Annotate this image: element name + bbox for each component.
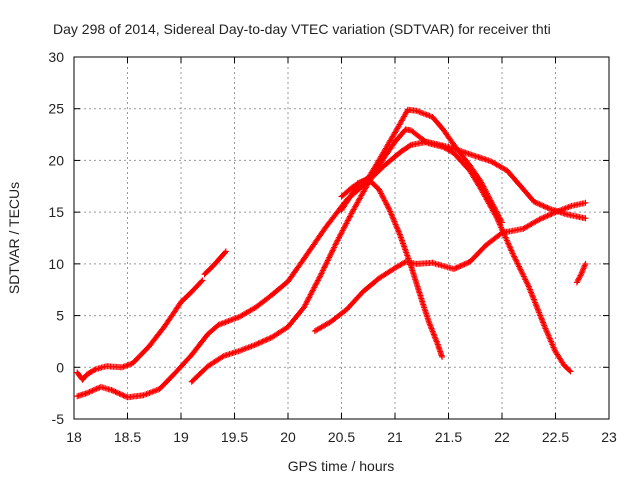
chart-title: Day 298 of 2014, Sidereal Day-to-day VTE…: [53, 21, 551, 37]
data-markers: [74, 106, 589, 401]
y-tick-label-7: 30: [48, 49, 64, 65]
y-axis-title: SDTVAR / TECUs: [6, 182, 22, 294]
y-tick-label-2: 5: [56, 308, 64, 324]
x-tick-label-9: 22.5: [542, 429, 569, 445]
y-tick-label-0: -5: [52, 411, 65, 427]
x-tick-label-4: 20: [280, 429, 296, 445]
x-tick-label-7: 21.5: [435, 429, 462, 445]
x-tick-label-2: 19: [173, 429, 189, 445]
series-track-h: [573, 260, 589, 286]
x-axis-title: GPS time / hours: [288, 458, 395, 474]
series-track-d: [188, 126, 574, 385]
x-tick-label-5: 20.5: [328, 429, 355, 445]
series-track-f: [311, 199, 589, 335]
x-tick-label-1: 18.5: [114, 429, 141, 445]
x-tick-label-3: 19.5: [221, 429, 248, 445]
y-tick-label-1: 0: [56, 359, 64, 375]
series-track-b: [201, 248, 229, 278]
x-tick-label-10: 23: [601, 429, 617, 445]
x-axis-ticks: 18 18.5 19 19.5 20 20.5 21 21.5 22 22.5 23: [66, 57, 617, 445]
y-tick-label-6: 25: [48, 101, 64, 117]
x-tick-label-8: 22: [494, 429, 510, 445]
marker-track-track-f: [311, 199, 589, 335]
marker-track-track-d: [188, 126, 574, 385]
marker-track-track-h: [573, 260, 589, 286]
marker-track-track-b: [201, 248, 229, 278]
y-tick-label-4: 15: [48, 204, 64, 220]
series-track-g: [338, 106, 505, 226]
marker-track-track-g: [338, 106, 505, 226]
y-axis-ticks: -5 0 5 10 15 20 25 30: [48, 49, 609, 427]
marker-track-track-a: [74, 277, 206, 383]
x-tick-label-6: 21: [387, 429, 403, 445]
y-tick-label-3: 10: [48, 256, 64, 272]
y-tick-label-5: 20: [48, 152, 64, 168]
x-tick-label-0: 18: [66, 429, 82, 445]
series-track-a: [74, 277, 206, 383]
